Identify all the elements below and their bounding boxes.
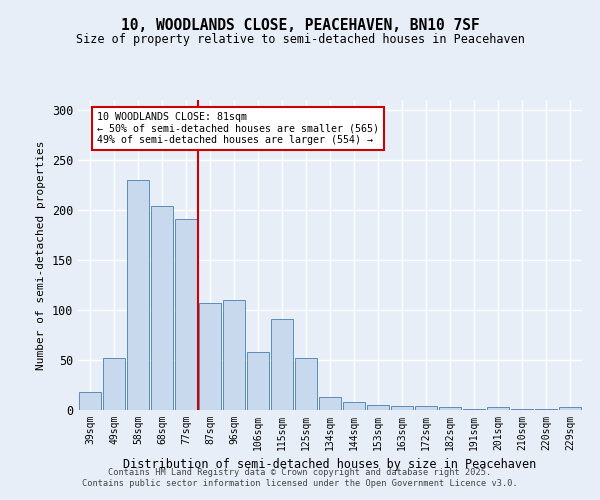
Bar (223, 300, 245, 410)
Bar (391, 406, 413, 410)
Bar (127, 180, 149, 410)
Bar (79, 392, 101, 410)
Bar (439, 407, 461, 410)
Bar (247, 352, 269, 410)
Bar (463, 409, 485, 410)
Bar (415, 406, 437, 410)
Bar (295, 358, 317, 410)
Text: Size of property relative to semi-detached houses in Peacehaven: Size of property relative to semi-detach… (76, 32, 524, 46)
Bar (487, 407, 509, 410)
Bar (319, 397, 341, 410)
Bar (559, 407, 581, 410)
Text: 10 WOODLANDS CLOSE: 81sqm
← 50% of semi-detached houses are smaller (565)
49% of: 10 WOODLANDS CLOSE: 81sqm ← 50% of semi-… (97, 112, 379, 145)
Bar (511, 409, 533, 410)
Bar (535, 409, 557, 410)
Text: 10, WOODLANDS CLOSE, PEACEHAVEN, BN10 7SF: 10, WOODLANDS CLOSE, PEACEHAVEN, BN10 7S… (121, 18, 479, 32)
Bar (271, 319, 293, 410)
X-axis label: Distribution of semi-detached houses by size in Peacehaven: Distribution of semi-detached houses by … (124, 458, 536, 471)
Y-axis label: Number of semi-detached properties: Number of semi-detached properties (36, 140, 46, 370)
Bar (175, 219, 197, 410)
Bar (103, 358, 125, 410)
Bar (199, 303, 221, 410)
Bar (367, 405, 389, 410)
Text: Contains HM Land Registry data © Crown copyright and database right 2025.
Contai: Contains HM Land Registry data © Crown c… (82, 468, 518, 487)
Bar (343, 402, 365, 410)
Bar (151, 206, 173, 410)
